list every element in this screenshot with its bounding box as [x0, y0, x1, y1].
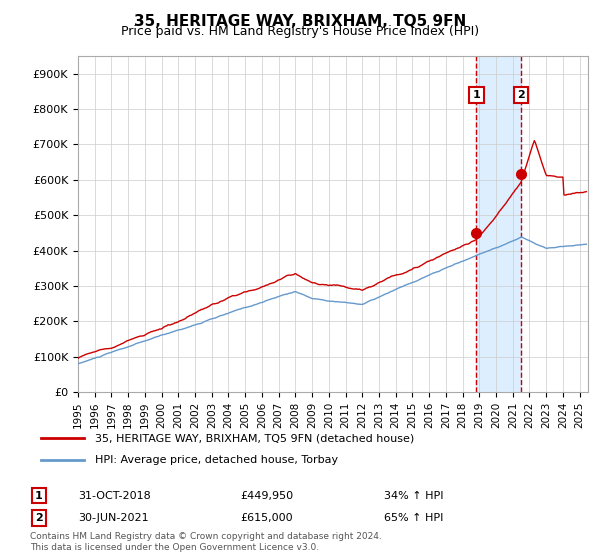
- Text: £449,950: £449,950: [240, 491, 293, 501]
- Text: Price paid vs. HM Land Registry's House Price Index (HPI): Price paid vs. HM Land Registry's House …: [121, 25, 479, 38]
- Text: 1: 1: [35, 491, 43, 501]
- Text: 34% ↑ HPI: 34% ↑ HPI: [384, 491, 443, 501]
- Text: HPI: Average price, detached house, Torbay: HPI: Average price, detached house, Torb…: [95, 455, 338, 465]
- Text: 65% ↑ HPI: 65% ↑ HPI: [384, 513, 443, 523]
- Bar: [476, 56, 521, 392]
- Text: 35, HERITAGE WAY, BRIXHAM, TQ5 9FN: 35, HERITAGE WAY, BRIXHAM, TQ5 9FN: [134, 14, 466, 29]
- Text: 35, HERITAGE WAY, BRIXHAM, TQ5 9FN (detached house): 35, HERITAGE WAY, BRIXHAM, TQ5 9FN (deta…: [95, 433, 414, 444]
- Text: £615,000: £615,000: [240, 513, 293, 523]
- Text: 31-OCT-2018: 31-OCT-2018: [78, 491, 151, 501]
- Text: 30-JUN-2021: 30-JUN-2021: [78, 513, 149, 523]
- Text: Contains HM Land Registry data © Crown copyright and database right 2024.
This d: Contains HM Land Registry data © Crown c…: [30, 532, 382, 552]
- Text: 2: 2: [35, 513, 43, 523]
- Text: 2: 2: [517, 90, 525, 100]
- Text: 1: 1: [473, 90, 481, 100]
